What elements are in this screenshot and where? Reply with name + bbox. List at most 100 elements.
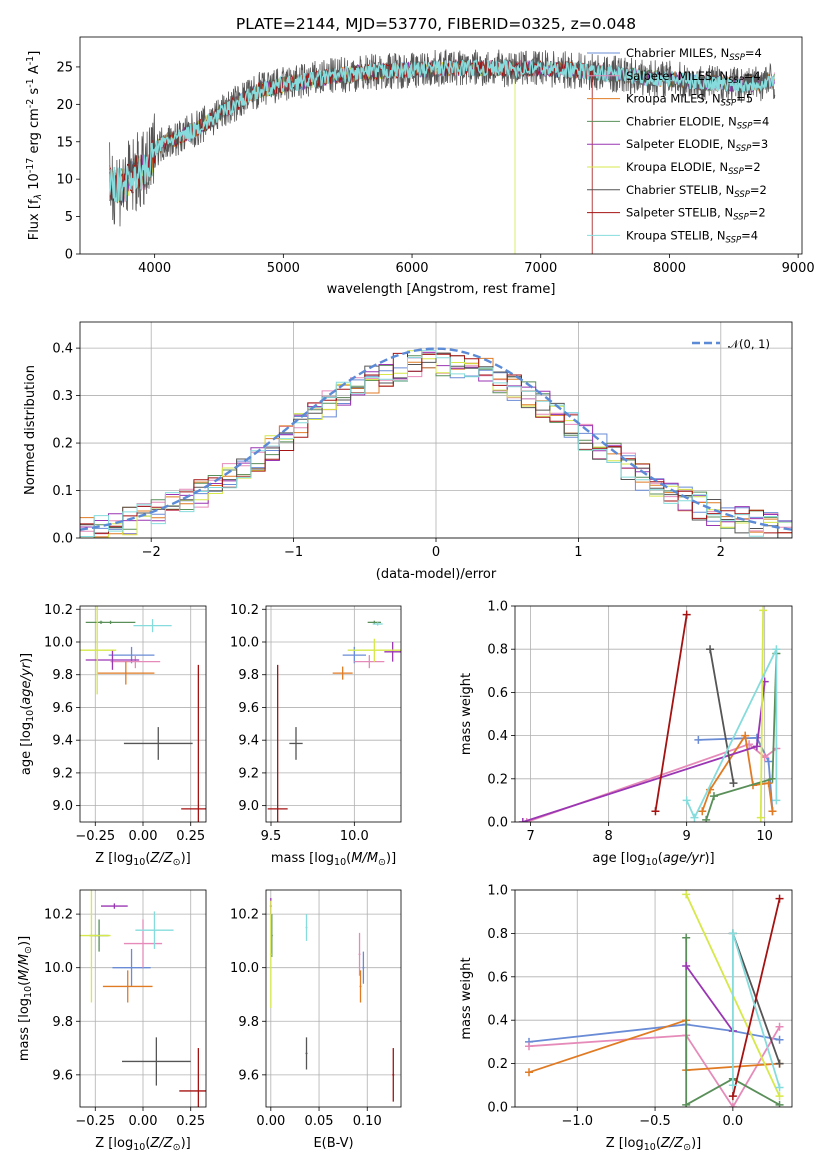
y-tick-label: 0.0	[487, 1101, 508, 1116]
weight-line-chabrier-miles	[529, 1025, 780, 1042]
legend-label-chabrier-miles: Chabrier MILES, NSSP=4	[626, 46, 762, 63]
x-axis-label: E(B-V)	[313, 1136, 353, 1151]
y-axis-label: mass weight	[459, 957, 474, 1039]
x-tick-label: 0.05	[305, 1114, 334, 1129]
y-tick-label: 9.8	[238, 1015, 259, 1030]
y-tick-label: 10.2	[230, 603, 259, 618]
weight-marker-salpeter-stelib	[651, 807, 659, 815]
weight-marker-chabrier-elodie	[702, 816, 710, 824]
y-tick-label: 15	[56, 135, 73, 150]
weight-line-salpeter-stelib	[656, 615, 687, 812]
weight-marker-chabrier-stelib	[776, 1060, 784, 1068]
x-tick-label: 9000	[782, 261, 815, 276]
y-tick-label: 9.6	[52, 1068, 73, 1083]
y-tick-label: 10.0	[230, 636, 259, 651]
plot-area	[519, 606, 781, 826]
y-tick-label: 5	[65, 210, 73, 225]
weight-marker-kroupa-elodie	[776, 1092, 784, 1100]
weight-marker-salpeter-miles	[776, 1023, 784, 1031]
weight-marker-chabrier-miles	[765, 758, 773, 766]
axes-mass-vs-z: −0.25 0.00 0.25 9.6 9.8 10.0 10.2 Z [log10(Z/Z⊙…	[17, 869, 217, 1153]
weight-marker-chabrier-miles	[776, 1036, 784, 1044]
weight-marker-kroupa-stelib	[690, 814, 698, 822]
legend-label-chabrier-elodie: Chabrier ELODIE, NSSP=4	[626, 114, 769, 131]
axes-frame	[266, 606, 401, 822]
axes-weight-vs-age: 7 8 9 10 0.0 0.2 0.4 0.6 0.8 1.0 age [log10(age/yr…	[459, 600, 792, 869]
legend: Chabrier MILES, NSSP=4 Salpeter MILES, NS…	[587, 46, 769, 245]
plot-area	[270, 898, 394, 1102]
x-tick-label: 8	[604, 829, 612, 844]
x-tick-label: 6000	[395, 261, 428, 276]
weight-marker-kroupa-stelib	[683, 796, 691, 804]
weight-marker-kroupa-stelib	[772, 645, 780, 653]
x-axis-label: (data-model)/error	[376, 567, 497, 582]
y-tick-label: 0.0	[487, 816, 508, 831]
weight-line-chabrier-elodie	[706, 654, 776, 820]
y-tick-label: 0.4	[487, 1014, 508, 1029]
y-tick-label: 20	[56, 98, 73, 113]
x-axis-label: age [log10(age/yr)]	[592, 851, 714, 868]
x-tick-label: 9.5	[261, 829, 282, 844]
x-tick-label: 10	[756, 829, 773, 844]
weight-marker-kroupa-miles	[768, 807, 776, 815]
weight-marker-kroupa-miles	[525, 1068, 533, 1076]
x-axis-label: Z [log10(Z/Z⊙)]	[95, 1136, 190, 1153]
y-tick-label: 9.8	[238, 668, 259, 683]
y-tick-label: 0.8	[487, 927, 508, 942]
y-axis-label: mass weight	[459, 673, 474, 755]
weight-marker-salpeter-stelib	[776, 895, 784, 903]
x-tick-label: −1.0	[561, 1114, 593, 1129]
legend-label-normal: 𝒩(0, 1)	[728, 337, 770, 351]
y-tick-label: 9.4	[238, 734, 259, 749]
weight-marker-kroupa-elodie	[759, 606, 767, 614]
legend-label-kroupa-elodie: Kroupa ELODIE, NSSP=2	[626, 160, 761, 177]
figure-title: PLATE=2144, MJD=53770, FIBERID=0325, z=0…	[236, 15, 636, 33]
x-tick-label: 9	[683, 829, 691, 844]
y-tick-label: 10	[56, 173, 73, 188]
y-tick-label: 1.0	[487, 884, 508, 899]
y-tick-label: 0.4	[487, 729, 508, 744]
y-tick-label: 0.2	[487, 1057, 508, 1072]
axes-age-vs-z: −0.25 0.00 0.259.09.29.49.69.810.010.2Z [l…	[19, 603, 216, 953]
axes-frame	[266, 890, 401, 1107]
weight-marker-chabrier-miles	[694, 736, 702, 744]
y-tick-label: 0.4	[52, 342, 73, 357]
weight-marker-kroupa-elodie	[682, 890, 690, 898]
weight-line-kroupa-elodie	[761, 610, 763, 817]
weight-marker-chabrier-elodie	[776, 1101, 784, 1109]
plot-layer: 4000 5000 6000 7000 8000 90000510152025wavele…	[17, 37, 815, 1153]
axes-mass-vs-ebv: 0.00 0.05 0.10 9.6 9.8 10.0 10.2 E(B-V)	[230, 890, 401, 1151]
y-tick-label: 9.2	[52, 766, 73, 781]
axes-spectrum: 4000 5000 6000 7000 8000 9000 0 5 10 15 20 25 wavele…	[25, 37, 815, 297]
y-tick-label: 9.6	[238, 701, 259, 716]
x-tick-label: 0	[432, 545, 440, 560]
y-tick-label: 0.3	[52, 389, 73, 404]
x-tick-label: 0.25	[176, 829, 205, 844]
x-axis-label: Z [log10(Z/Z⊙)]	[606, 1136, 701, 1153]
y-tick-label: 9.8	[52, 1015, 73, 1030]
y-tick-label: 0.8	[487, 643, 508, 658]
y-tick-label: 10.2	[44, 908, 73, 923]
y-tick-label: 9.2	[238, 766, 259, 781]
weight-marker-salpeter-stelib	[729, 1092, 737, 1100]
y-tick-label: 0.0	[52, 532, 73, 547]
axes-overlay: −0.25 0.00 0.259.09.29.49.69.810.010.2Z [l…	[19, 603, 206, 868]
x-tick-label: −0.5	[639, 1114, 671, 1129]
y-axis-label: mass [log10(M/M⊙)]	[17, 936, 34, 1061]
axes-overlay: 9.5 10.0 9.0 9.2 9.4 9.6 9.8 10.0 10.2 mass [log1…	[230, 603, 401, 868]
y-tick-label: 9.8	[52, 668, 73, 683]
x-tick-label: 0.00	[256, 1114, 285, 1129]
y-tick-label: 9.6	[238, 1068, 259, 1083]
spectrum-line-kroupa-elodie	[110, 61, 515, 255]
weight-marker-chabrier-elodie	[682, 934, 690, 942]
weight-marker-kroupa-elodie	[757, 814, 765, 822]
weight-marker-chabrier-elodie	[682, 1101, 690, 1109]
weight-marker-kroupa-stelib	[729, 929, 737, 937]
axes-weight-vs-z: −1.0 −0.5 0.00.00.20.40.60.81.0Z [log10(Z/…	[459, 884, 792, 1154]
spectrum-line-salpeter-stelib	[110, 60, 593, 254]
weight-marker-kroupa-stelib	[772, 796, 780, 804]
y-axis-label: Normed distribution	[23, 365, 38, 495]
y-tick-label: 10.2	[230, 908, 259, 923]
axes-frame	[515, 606, 792, 822]
legend-label-kroupa-miles: Kroupa MILES, NSSP=5	[626, 92, 753, 109]
